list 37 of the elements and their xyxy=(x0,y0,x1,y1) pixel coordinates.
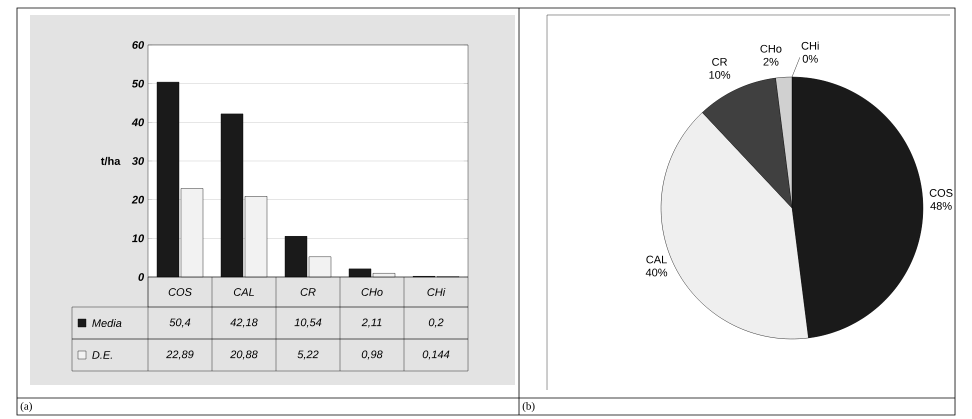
text: (a) xyxy=(20,402,32,412)
y-tick-label: 40 xyxy=(132,118,144,126)
data-label: 20,88 xyxy=(230,350,258,360)
x-tick-label: CHi xyxy=(427,288,446,296)
data-label: 0,2 xyxy=(428,318,444,328)
data-label: 2,11 xyxy=(362,318,382,328)
legend-label: Media xyxy=(92,318,122,328)
slice-label: COS xyxy=(930,189,953,197)
data-label: 0,144 xyxy=(422,350,450,360)
data-label: 40% xyxy=(646,268,668,276)
category-label: CHi xyxy=(802,42,819,50)
text: (b) xyxy=(522,402,535,412)
slice-label: CR xyxy=(712,58,728,66)
data-label: 10% xyxy=(709,70,730,79)
data-label: 22,89 xyxy=(166,350,194,360)
x-tick-label: COS xyxy=(168,288,192,296)
data-label: 50,4 xyxy=(170,318,190,328)
data-label: 48% xyxy=(930,202,952,210)
y-axis-title: t/ha xyxy=(100,156,120,166)
legend-label: D.E. xyxy=(92,351,112,359)
data-label: 10,54 xyxy=(294,318,322,328)
slice-label: CHo xyxy=(760,44,782,53)
y-tick-label: 50 xyxy=(132,80,144,88)
y-tick-label: 0 xyxy=(138,273,144,281)
x-tick-label: CHo xyxy=(362,288,383,296)
x-tick-label: CAL xyxy=(234,288,254,296)
y-tick-label: 60 xyxy=(132,41,144,49)
text: 0% xyxy=(802,54,818,63)
slice-label: CAL xyxy=(646,256,667,264)
data-label: 0,98 xyxy=(362,350,383,360)
y-tick-label: 10 xyxy=(132,234,144,242)
data-label: 2% xyxy=(764,58,778,66)
data-label: 42,18 xyxy=(230,318,258,328)
y-tick-label: 30 xyxy=(132,157,144,165)
data-label: 5,22 xyxy=(298,350,319,360)
x-tick-label: CR xyxy=(300,288,316,296)
y-tick-label: 20 xyxy=(132,196,144,204)
